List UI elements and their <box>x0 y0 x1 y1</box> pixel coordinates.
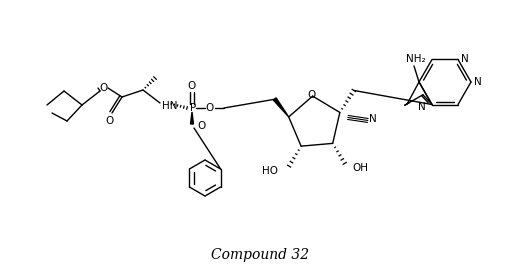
Text: N: N <box>461 54 469 65</box>
Text: O: O <box>197 121 205 131</box>
Polygon shape <box>274 98 289 117</box>
Text: P: P <box>190 103 196 113</box>
Text: Compound 32: Compound 32 <box>211 248 309 262</box>
Text: N: N <box>418 102 426 111</box>
Text: N: N <box>369 114 376 124</box>
Text: O: O <box>206 103 214 113</box>
Polygon shape <box>190 112 193 124</box>
Text: NH₂: NH₂ <box>406 54 426 64</box>
Text: O: O <box>105 116 113 126</box>
Text: O: O <box>99 83 107 93</box>
Text: HO: HO <box>262 166 278 176</box>
Text: HN: HN <box>162 101 177 111</box>
Text: OH: OH <box>353 163 369 173</box>
Text: N: N <box>474 77 482 87</box>
Text: O: O <box>307 90 316 100</box>
Text: O: O <box>188 81 196 91</box>
